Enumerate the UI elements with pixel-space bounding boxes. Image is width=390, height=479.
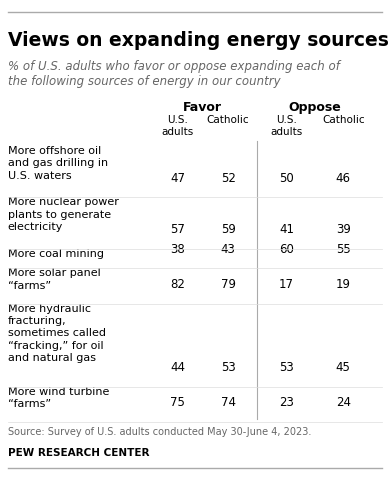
Text: 79: 79 (221, 278, 236, 291)
Text: 43: 43 (221, 242, 236, 256)
Text: 59: 59 (221, 223, 236, 236)
Text: 47: 47 (170, 171, 185, 185)
Text: 53: 53 (221, 361, 236, 374)
Text: 82: 82 (170, 278, 185, 291)
Text: 50: 50 (279, 171, 294, 185)
Text: 44: 44 (170, 361, 185, 374)
Text: 24: 24 (336, 396, 351, 410)
Text: More solar panel
“farms”: More solar panel “farms” (8, 268, 101, 291)
Text: More offshore oil
and gas drilling in
U.S. waters: More offshore oil and gas drilling in U.… (8, 146, 108, 181)
Text: 41: 41 (279, 223, 294, 236)
Text: 19: 19 (336, 278, 351, 291)
Text: More coal mining: More coal mining (8, 249, 104, 259)
Text: Views on expanding energy sources: Views on expanding energy sources (8, 31, 389, 50)
Text: Oppose: Oppose (289, 101, 341, 114)
Text: Catholic: Catholic (322, 115, 365, 125)
Text: 46: 46 (336, 171, 351, 185)
Text: 57: 57 (170, 223, 185, 236)
Text: More nuclear power
plants to generate
electricity: More nuclear power plants to generate el… (8, 197, 119, 232)
Text: More hydraulic
fracturing,
sometimes called
“fracking,” for oil
and natural gas: More hydraulic fracturing, sometimes cal… (8, 304, 106, 363)
Text: U.S.
adults: U.S. adults (271, 115, 303, 137)
Text: More wind turbine
“farms”: More wind turbine “farms” (8, 387, 109, 409)
Text: % of U.S. adults who favor or oppose expanding each of
the following sources of : % of U.S. adults who favor or oppose exp… (8, 60, 340, 88)
Text: 75: 75 (170, 396, 185, 410)
Text: Favor: Favor (183, 101, 222, 114)
Text: 74: 74 (221, 396, 236, 410)
Text: Catholic: Catholic (207, 115, 250, 125)
Text: 17: 17 (279, 278, 294, 291)
Text: PEW RESEARCH CENTER: PEW RESEARCH CENTER (8, 448, 149, 458)
Text: 52: 52 (221, 171, 236, 185)
Text: U.S.
adults: U.S. adults (161, 115, 193, 137)
Text: 60: 60 (279, 242, 294, 256)
Text: 23: 23 (279, 396, 294, 410)
Text: 53: 53 (279, 361, 294, 374)
Text: 38: 38 (170, 242, 185, 256)
Text: 45: 45 (336, 361, 351, 374)
Text: Source: Survey of U.S. adults conducted May 30-June 4, 2023.: Source: Survey of U.S. adults conducted … (8, 427, 311, 437)
Text: 55: 55 (336, 242, 351, 256)
Text: 39: 39 (336, 223, 351, 236)
